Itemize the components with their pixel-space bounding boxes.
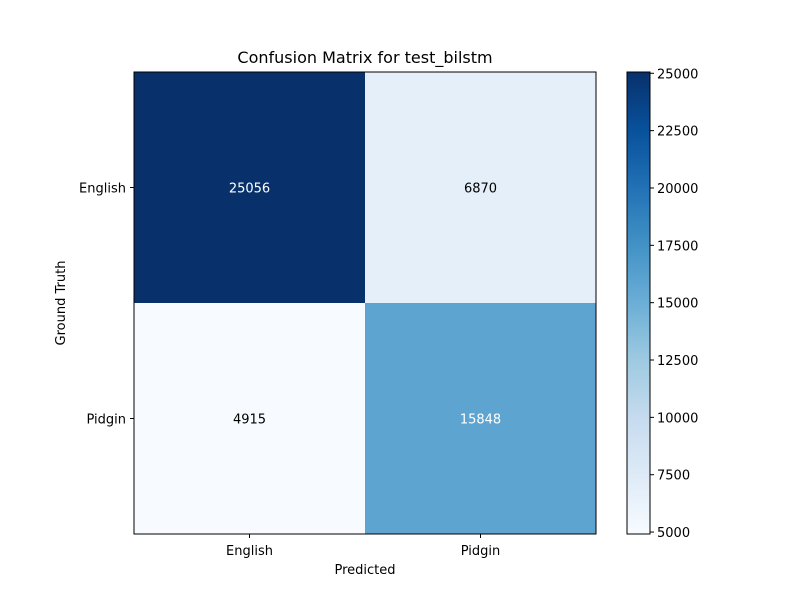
chart-title: Confusion Matrix for test_bilstm — [237, 48, 492, 68]
colorbar-tick-label: 17500 — [657, 239, 698, 254]
colorbar-tick-label: 15000 — [657, 297, 698, 312]
cell-value-label: 15848 — [460, 413, 501, 428]
heatmap-cell — [134, 72, 365, 303]
colorbar-tick-label: 20000 — [657, 182, 698, 197]
heatmap-cell — [365, 303, 596, 534]
cell-value-label: 4915 — [233, 413, 266, 428]
x-axis-ticks: English Pidgin — [226, 534, 500, 559]
heatmap-cells — [134, 72, 596, 534]
colorbar-tick-label: 12500 — [657, 354, 698, 369]
cell-value-label: 25056 — [229, 182, 270, 197]
colorbar — [627, 72, 650, 534]
cell-value-label: 6870 — [464, 182, 497, 197]
x-tick-label: Pidgin — [461, 544, 501, 559]
colorbar-tick-label: 22500 — [657, 125, 698, 140]
y-axis-label: Ground Truth — [54, 261, 69, 346]
plot-frame — [133, 71, 597, 535]
y-tick-label: English — [79, 182, 126, 197]
colorbar-ticks: 5000 7500 10000 12500 15000 17500 20000 22500 25… — [650, 67, 698, 541]
colorbar-tick-label: 5000 — [657, 526, 690, 541]
colorbar-tick-label: 7500 — [657, 469, 690, 484]
heatmap-cell — [134, 303, 365, 534]
heatmap-cell — [365, 72, 596, 303]
x-axis-label: Predicted — [334, 563, 395, 578]
y-axis-ticks: English Pidgin — [79, 182, 134, 428]
colorbar-tick-label: 25000 — [657, 67, 698, 82]
colorbar-tick-label: 10000 — [657, 411, 698, 426]
cell-labels: 25056 6870 4915 15848 — [229, 182, 501, 428]
y-tick-label: Pidgin — [86, 413, 126, 428]
x-tick-label: English — [226, 544, 273, 559]
